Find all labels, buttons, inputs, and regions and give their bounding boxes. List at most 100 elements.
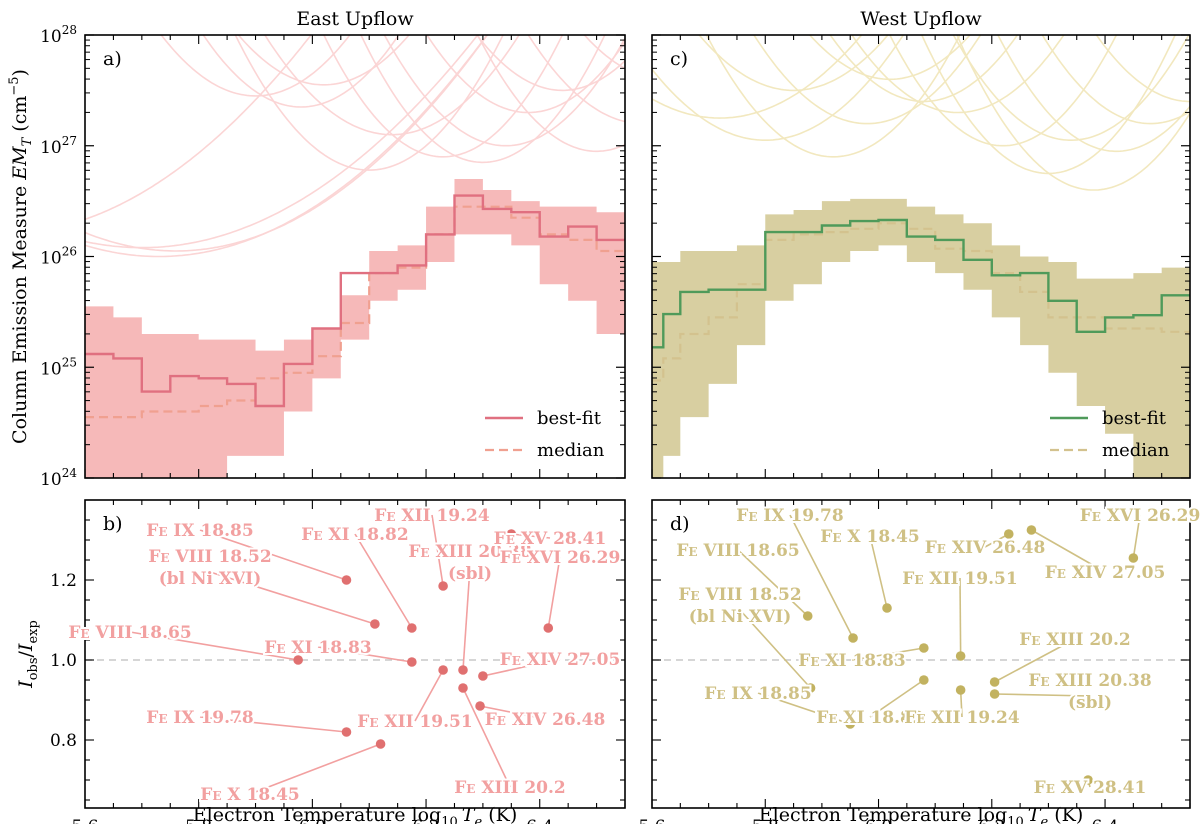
- annotation-leader-line: [737, 549, 809, 617]
- panel-label-text: a): [103, 48, 122, 70]
- annotation-leader-line: [994, 638, 1076, 683]
- ion-label-text: Fe X 18.45: [200, 785, 299, 805]
- em-loci-curve: [237, 35, 411, 86]
- ratio-point: [543, 623, 554, 633]
- em-loci-curve: [160, 35, 351, 97]
- panel-c: West Upflow c) best-fit median: [651, 8, 1191, 479]
- ion-label-text: Fe XII 19.24: [374, 506, 490, 526]
- y-tick-exponent: 27: [62, 134, 77, 148]
- ion-line-label: Fe XV 28.41: [494, 529, 607, 549]
- ratio-point: [506, 529, 517, 539]
- x-tick-label: 6.2: [978, 817, 1005, 824]
- ratio-point: [293, 655, 303, 665]
- annotation-leader-line: [462, 566, 471, 671]
- ratio-point: [438, 665, 448, 675]
- annotation-leader-line: [959, 577, 962, 657]
- panel-label: b): [103, 513, 123, 535]
- em-loci-curve: [829, 35, 1019, 103]
- y-tick-exponent: 25: [62, 355, 77, 369]
- annotation-leader-line: [354, 533, 413, 629]
- legend-text: median: [537, 440, 605, 461]
- y-tick-exponent: 28: [62, 23, 77, 37]
- plot-area: [652, 35, 1190, 478]
- y-tick-label: 1024: [40, 466, 77, 490]
- annotation-leader-line: [431, 514, 444, 587]
- em-loci-curve: [85, 35, 489, 258]
- em-loci-curve: [997, 35, 1190, 153]
- legend-median-label: median: [1102, 440, 1170, 461]
- annotation-leader-line: [129, 631, 299, 661]
- ion-line-label: Fe XII 19.51: [902, 569, 1017, 589]
- y-tick-label: 0.8: [50, 731, 77, 751]
- x-tick-label: 6.0: [299, 817, 326, 824]
- y-axis-label-text: Column Emission Measure: [9, 180, 31, 444]
- x-tick-label: 5.8: [185, 817, 212, 824]
- y-tick-label: 1025: [40, 355, 77, 379]
- ion-label-text: Fe XVI 26.29: [1080, 506, 1200, 526]
- y-axis-label-i: I: [15, 680, 37, 689]
- ion-label-text: Fe XIV 26.48: [925, 538, 1046, 558]
- y-axis-label-sub: T: [20, 136, 35, 146]
- em-loci-curve: [952, 35, 1190, 141]
- ion-label-text: (bl Ni XVI): [159, 569, 262, 589]
- panel-label: a): [103, 48, 122, 70]
- ion-line-label: Fe XIII 20.38: [1028, 671, 1151, 691]
- em-loci-curve: [383, 35, 625, 147]
- em-loci-curve: [202, 35, 400, 108]
- ion-label-text: Fe IX 19.78: [736, 506, 843, 526]
- x-axis-label-sub: 10: [441, 815, 458, 824]
- y-axis-label: Iobs/Iexp: [15, 620, 41, 689]
- ion-line-label: Fe XIII 20.38: [408, 542, 531, 562]
- ion-label-text: Fe XII 19.51: [357, 712, 472, 732]
- y-tick-exponent: 24: [62, 466, 78, 480]
- ion-label-text: Fe XIII 20.38: [1028, 671, 1151, 691]
- em-loci-curve: [705, 35, 961, 158]
- ion-label-text: Fe VIII 18.52: [678, 585, 801, 605]
- em-loci-curve: [85, 35, 489, 252]
- ratio-point: [805, 683, 816, 693]
- plot-area: [85, 35, 625, 478]
- x-tick-text: 5.6: [638, 817, 665, 824]
- x-axis-label-text: Electron Temperature log: [193, 804, 441, 824]
- uncertainty-band: [85, 178, 625, 478]
- y-tick-label: 1028: [40, 23, 77, 47]
- x-tick-text: 6.0: [865, 817, 892, 824]
- annotation-leader-line: [1031, 529, 1106, 573]
- ratio-point: [955, 685, 966, 695]
- x-axis-label-var: T: [1028, 804, 1042, 824]
- em-loci-curve: [850, 35, 1065, 114]
- ratio-point: [1083, 775, 1093, 785]
- ratio-point: [438, 581, 448, 591]
- median-series-line: [652, 222, 1190, 382]
- ion-line-label: Fe IX 19.78: [146, 708, 253, 728]
- annotation-leader-line: [869, 679, 925, 718]
- em-loci-curve: [1041, 35, 1190, 125]
- ratio-point: [919, 643, 929, 653]
- y-axis-label-i: I: [15, 643, 37, 652]
- ion-line-label: Fe XIV 27.05: [1045, 563, 1166, 583]
- em-loci-curve: [85, 35, 479, 249]
- panel-label: d): [670, 513, 690, 535]
- panel-label-text: b): [103, 513, 123, 535]
- ion-line-label: Fe XI 18.83: [798, 651, 905, 671]
- annotation-leader-line: [851, 647, 924, 661]
- x-tick-text: 6.2: [978, 817, 1005, 824]
- em-loci-curve: [475, 35, 625, 92]
- ratio-point: [955, 651, 966, 661]
- ion-line-label: Fe IX 18.85: [704, 684, 811, 704]
- x-axis-label-var: T: [462, 804, 476, 824]
- annotation-leader-line: [739, 609, 812, 689]
- ratio-point: [341, 575, 352, 585]
- axes-frame: [84, 499, 626, 809]
- y-tick-label: 1027: [40, 134, 77, 158]
- ion-line-label: (sbl): [448, 564, 492, 584]
- panel-b: 5.6 5.8 6.0 6.2 6.4 0.8 1.0 1.2 b) Fe VIII 18.65 F…: [15, 499, 626, 824]
- ratio-point: [989, 677, 1000, 687]
- panel-label: c): [670, 48, 688, 70]
- x-tick-label: 5.8: [752, 817, 779, 824]
- annotation-leader-line: [249, 743, 381, 795]
- axes-frame: [651, 499, 1191, 809]
- annotation-leader-line: [547, 556, 561, 629]
- y-axis-label-em: EM: [9, 146, 31, 181]
